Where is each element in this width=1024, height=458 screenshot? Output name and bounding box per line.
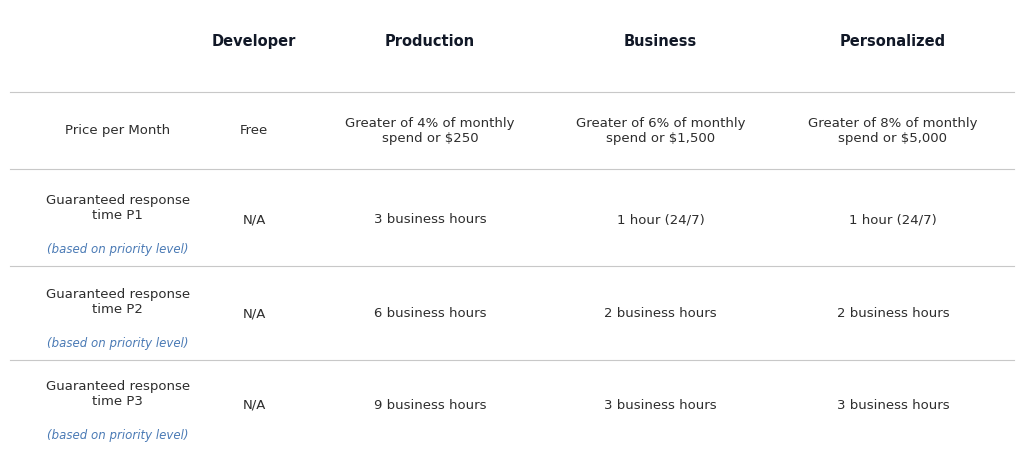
Text: (based on priority level): (based on priority level) <box>47 337 188 350</box>
Text: 3 business hours: 3 business hours <box>374 213 486 226</box>
Text: Business: Business <box>624 34 697 49</box>
Text: N/A: N/A <box>243 399 265 412</box>
Text: 1 hour (24/7): 1 hour (24/7) <box>616 213 705 226</box>
Text: 1 hour (24/7): 1 hour (24/7) <box>849 213 937 226</box>
Text: Developer: Developer <box>212 34 296 49</box>
Text: Greater of 6% of monthly
spend or $1,500: Greater of 6% of monthly spend or $1,500 <box>575 116 745 145</box>
Text: 3 business hours: 3 business hours <box>604 399 717 412</box>
Text: Production: Production <box>385 34 475 49</box>
Text: Price per Month: Price per Month <box>66 124 170 137</box>
Text: 2 business hours: 2 business hours <box>837 307 949 320</box>
Text: 9 business hours: 9 business hours <box>374 399 486 412</box>
Text: N/A: N/A <box>243 307 265 320</box>
Text: 2 business hours: 2 business hours <box>604 307 717 320</box>
Text: Free: Free <box>240 124 268 137</box>
Text: (based on priority level): (based on priority level) <box>47 243 188 256</box>
Text: (based on priority level): (based on priority level) <box>47 429 188 442</box>
Text: N/A: N/A <box>243 213 265 226</box>
Text: Personalized: Personalized <box>840 34 946 49</box>
Text: 3 business hours: 3 business hours <box>837 399 949 412</box>
Text: Greater of 4% of monthly
spend or $250: Greater of 4% of monthly spend or $250 <box>345 116 515 145</box>
Text: Guaranteed response
time P1: Guaranteed response time P1 <box>46 194 189 223</box>
Text: 6 business hours: 6 business hours <box>374 307 486 320</box>
Text: Guaranteed response
time P2: Guaranteed response time P2 <box>46 288 189 316</box>
Text: Greater of 8% of monthly
spend or $5,000: Greater of 8% of monthly spend or $5,000 <box>808 116 978 145</box>
Text: Guaranteed response
time P3: Guaranteed response time P3 <box>46 380 189 408</box>
